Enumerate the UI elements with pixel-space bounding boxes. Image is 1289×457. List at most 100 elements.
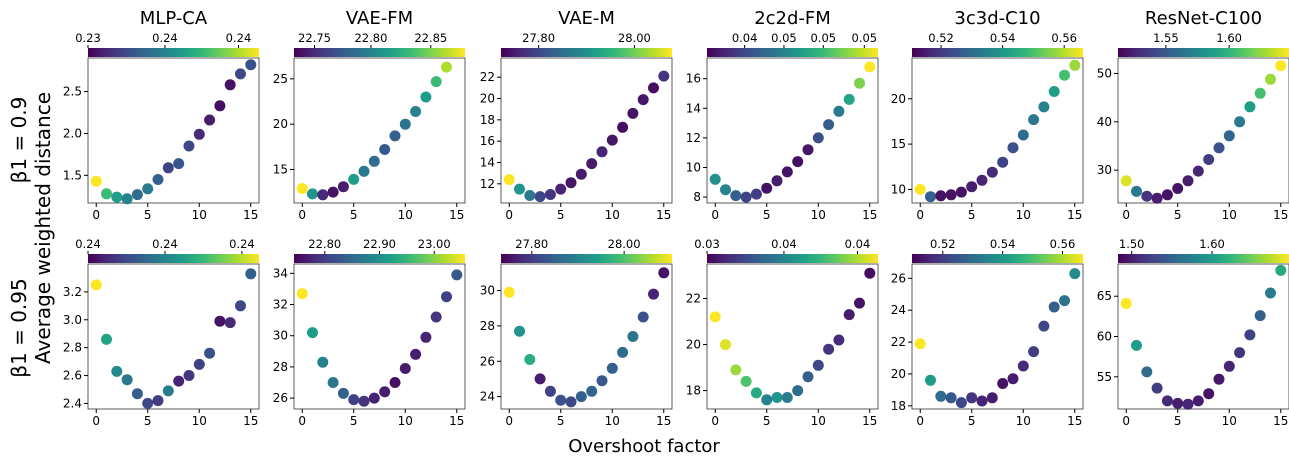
- data-point: [1131, 185, 1142, 197]
- data-point: [854, 77, 865, 89]
- data-point: [1223, 360, 1235, 372]
- data-point: [596, 375, 608, 387]
- data-point: [534, 191, 546, 203]
- plot-frame: [706, 263, 879, 410]
- y-tick-label: 18: [480, 113, 495, 127]
- y-tick-label: 20: [891, 92, 906, 106]
- y-tick-label: 28: [273, 360, 288, 374]
- x-tick-label: 10: [811, 208, 826, 222]
- x-tick-label: 15: [449, 414, 464, 428]
- data-point: [925, 191, 936, 203]
- y-tick-label: 15: [891, 137, 906, 151]
- plot-frame: [87, 263, 260, 410]
- y-tick-label: 32: [273, 298, 288, 312]
- x-tick-label: 15: [656, 208, 671, 222]
- data-point: [152, 395, 164, 407]
- y-tick-label: 22: [686, 292, 701, 306]
- colorbar-tick-label: 0.24: [152, 31, 178, 45]
- y-tick-label: 14: [480, 155, 495, 169]
- data-point: [565, 177, 577, 189]
- data-point: [1244, 329, 1256, 341]
- x-tick-label: 15: [449, 208, 464, 222]
- x-tick-label: 5: [763, 414, 771, 428]
- data-point: [235, 68, 246, 80]
- plot-frame: [1117, 263, 1289, 410]
- y-tick-label: 8: [693, 190, 701, 204]
- data-point: [658, 267, 670, 279]
- x-tick-label: 0: [711, 414, 719, 428]
- data-point: [627, 107, 639, 119]
- data-point: [193, 358, 205, 370]
- data-point: [183, 370, 195, 381]
- data-point: [843, 93, 855, 105]
- colorbar: [1118, 48, 1289, 57]
- data-point: [1048, 86, 1060, 97]
- data-point: [771, 175, 783, 187]
- row-label-0: β1 = 0.9: [7, 97, 31, 184]
- x-tick-label: 10: [1016, 414, 1031, 428]
- subplot-title: 3c3d-C10: [954, 8, 1040, 29]
- data-point: [648, 82, 659, 94]
- data-point: [224, 79, 236, 91]
- plot-frame: [87, 57, 260, 204]
- y-tick-label: 24: [891, 303, 906, 317]
- data-point: [348, 173, 360, 185]
- y-tick-label: 55: [1097, 370, 1112, 384]
- subplot-title: ResNet-C100: [1145, 8, 1262, 29]
- data-point: [379, 386, 391, 398]
- data-point: [235, 300, 246, 312]
- colorbar-tick-label: 28.00: [608, 237, 641, 251]
- x-tick-label: 10: [398, 414, 413, 428]
- data-point: [617, 121, 629, 133]
- data-point: [1172, 397, 1184, 409]
- data-point: [183, 140, 195, 152]
- data-point: [337, 181, 349, 193]
- data-point: [121, 193, 133, 205]
- y-tick-label: 20: [891, 367, 906, 381]
- data-point: [524, 190, 536, 201]
- subplot-r0-c4: 3c3d-C100.52 0.54 0.56 0 5 10 15 10 15 20: [891, 8, 1084, 222]
- data-point: [575, 168, 587, 180]
- data-point: [101, 188, 112, 200]
- x-tick-label: 10: [1222, 414, 1237, 428]
- data-point: [1038, 320, 1050, 332]
- data-point: [389, 377, 401, 388]
- data-point: [1275, 60, 1287, 72]
- data-point: [544, 385, 556, 397]
- data-point: [1182, 175, 1194, 187]
- subplot-r0-c1: VAE-FM 22.75 22.80 22.85 0 5 10 15 15 20 25: [273, 8, 466, 222]
- data-point: [121, 374, 133, 386]
- colorbar: [88, 254, 259, 263]
- data-point: [379, 144, 391, 155]
- data-point: [441, 291, 452, 303]
- colorbar-tick-label: 0.54: [990, 31, 1016, 45]
- colorbar-tick-label: 22.90: [363, 237, 396, 251]
- x-tick-label: 0: [505, 208, 513, 222]
- data-point: [1172, 183, 1184, 194]
- colorbar: [294, 48, 465, 57]
- data-point: [1254, 87, 1266, 99]
- colorbar-tick-label: 0.24: [75, 237, 101, 251]
- data-point: [224, 317, 236, 329]
- data-point: [1038, 101, 1050, 113]
- y-tick-label: 30: [1097, 163, 1112, 177]
- plot-frame: [500, 263, 673, 410]
- subplot-r0-c0: MLP-CA 0.23 0.24 0.24 0 5 10 15 1.5 2.0 2.5: [63, 8, 260, 222]
- plot-frame: [293, 57, 466, 204]
- data-point: [420, 91, 432, 103]
- data-point: [586, 385, 598, 397]
- y-tick-label: 2.8: [63, 341, 82, 355]
- y-tick-label: 2.4: [63, 396, 82, 410]
- y-tick-label: 12: [480, 177, 495, 191]
- colorbar-tick-label: 0.23: [75, 31, 101, 45]
- x-tick-label: 0: [916, 414, 924, 428]
- y-tick-label: 20: [273, 117, 288, 131]
- data-point: [658, 70, 670, 82]
- y-tick-label: 1.5: [63, 168, 82, 182]
- data-point: [986, 392, 998, 404]
- colorbar: [501, 48, 672, 57]
- x-tick-label: 15: [1067, 208, 1082, 222]
- x-tick-label: 15: [1273, 208, 1288, 222]
- data-point: [1265, 287, 1276, 299]
- subplot-r1-c5: 1.50 1.60 0 5 10 15 55 60 65: [1097, 237, 1289, 428]
